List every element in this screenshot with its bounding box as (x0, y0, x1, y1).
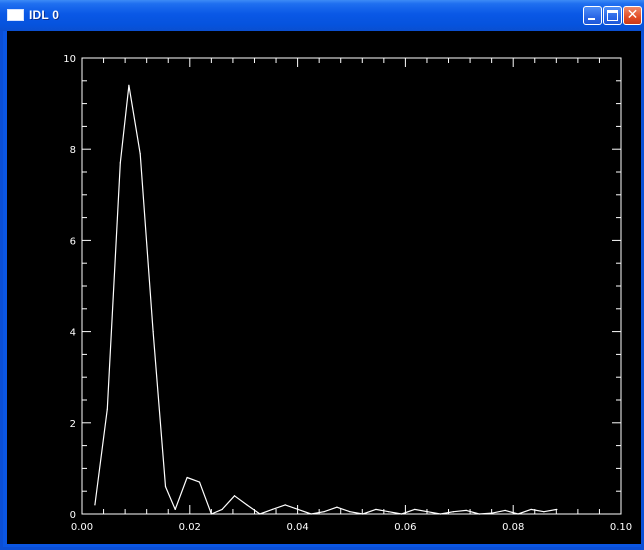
data-point (94, 504, 96, 506)
data-point (375, 508, 377, 511)
x-tick-label: 0.04 (286, 522, 308, 533)
data-point (362, 513, 364, 515)
data-point (388, 511, 390, 513)
data-point (210, 513, 212, 515)
close-icon: ✕ (626, 7, 639, 23)
data-point (556, 508, 558, 511)
minimize-icon (588, 18, 595, 20)
data-point (478, 513, 480, 515)
data-point (336, 506, 338, 508)
data-point (186, 476, 188, 479)
x-tick-label: 0.10 (610, 522, 632, 533)
minimize-button[interactable] (583, 6, 602, 25)
data-point (413, 508, 416, 511)
y-tick-label: 6 (70, 236, 76, 247)
data-point (504, 509, 506, 511)
x-tick-label: 0.06 (394, 522, 416, 533)
data-point (530, 508, 532, 511)
y-tick-label: 10 (63, 54, 76, 65)
data-point (152, 331, 154, 333)
data-point (401, 513, 403, 515)
data-point (198, 481, 201, 483)
data-point (323, 511, 325, 513)
plot-lines (94, 84, 558, 515)
data-point (164, 486, 167, 488)
window-title: IDL 0 (29, 8, 60, 22)
data-point (174, 508, 176, 511)
data-point (119, 162, 121, 164)
data-point (543, 511, 545, 513)
y-tick-label: 8 (70, 145, 76, 156)
title-bar[interactable]: IDL 0 ✕ (0, 0, 644, 31)
plot-axes (81, 57, 622, 515)
data-point (439, 513, 442, 515)
data-point (465, 509, 467, 511)
x-tick-label: 0.02 (179, 522, 201, 533)
data-point (106, 408, 108, 410)
data-point (246, 504, 248, 506)
line-plot: 0.00 0.02 0.04 0.06 0.08 0.10 0 2 4 6 8 10 (63, 54, 632, 533)
data-point (233, 495, 236, 497)
maximize-icon (607, 10, 618, 21)
data-point (297, 508, 299, 511)
data-point (426, 511, 429, 513)
plot-ticks (81, 57, 622, 515)
y-tick-label: 4 (70, 328, 76, 339)
data-point (139, 153, 141, 155)
plot-canvas: 0.00 0.02 0.04 0.06 0.08 0.10 0 2 4 6 8 10 (7, 31, 641, 544)
tick-labels: 0.00 0.02 0.04 0.06 0.08 0.10 0 2 4 6 8 10 (63, 54, 632, 533)
data-point (491, 512, 493, 514)
data-point (349, 511, 351, 513)
data-point (221, 508, 223, 511)
plot-frame (81, 57, 622, 515)
data-point (128, 84, 130, 86)
data-point (271, 508, 273, 511)
close-button[interactable]: ✕ (623, 6, 642, 25)
data-point (259, 513, 261, 515)
x-tick-label: 0.08 (502, 522, 524, 533)
data-point (310, 513, 312, 515)
data-point (452, 511, 454, 513)
series-line (94, 84, 558, 515)
window-icon[interactable] (7, 9, 24, 21)
data-point (284, 504, 286, 506)
x-tick-label: 0.00 (71, 522, 93, 533)
y-tick-label: 2 (70, 419, 76, 430)
maximize-button[interactable] (603, 6, 622, 25)
y-tick-label: 0 (70, 510, 76, 521)
data-point (517, 513, 519, 515)
